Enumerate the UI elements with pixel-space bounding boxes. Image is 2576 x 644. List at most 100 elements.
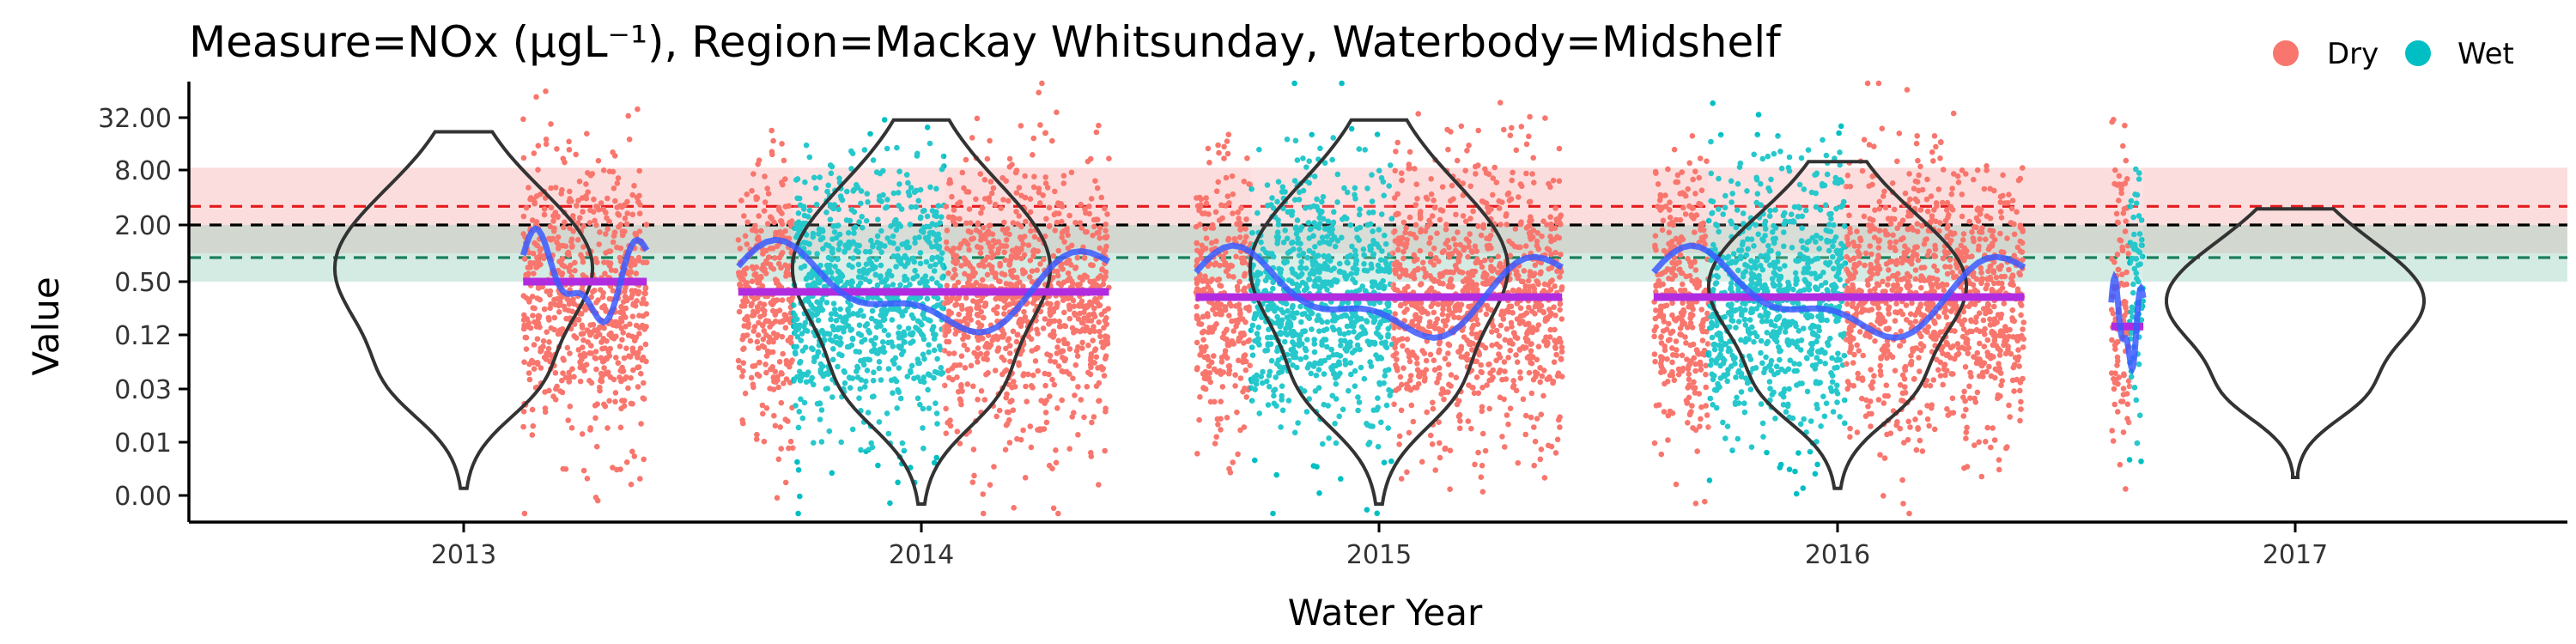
data-point (1504, 222, 1510, 228)
data-point (1065, 245, 1072, 252)
data-point (1027, 196, 1034, 202)
data-point (631, 337, 638, 344)
data-point (1001, 219, 1007, 226)
data-point (963, 295, 969, 301)
data-point (1102, 447, 1108, 454)
data-point (1221, 143, 1227, 150)
data-point (1518, 124, 1525, 130)
data-point (1523, 170, 1529, 177)
data-point (995, 345, 1002, 351)
data-point (864, 368, 871, 374)
data-point (994, 336, 1001, 343)
data-point (843, 217, 850, 223)
data-point (623, 345, 629, 352)
data-point (920, 351, 927, 358)
data-point (908, 204, 914, 210)
data-point (1241, 340, 1247, 346)
data-point (965, 311, 971, 318)
data-point (1450, 196, 1456, 202)
data-point (628, 270, 634, 276)
data-point (1198, 255, 1205, 261)
data-point (973, 196, 979, 203)
data-point (1025, 371, 1031, 378)
data-point (795, 467, 802, 473)
data-point (533, 193, 540, 199)
data-point (876, 365, 883, 372)
data-point (580, 344, 586, 350)
plot-area (189, 80, 2567, 517)
data-point (604, 337, 610, 344)
data-point (801, 399, 808, 406)
data-point (815, 308, 822, 314)
data-point (1458, 301, 1465, 308)
data-point (760, 336, 767, 343)
data-point (1230, 328, 1236, 334)
data-point (566, 369, 572, 376)
data-point (1102, 355, 1109, 362)
data-point (1079, 276, 1086, 283)
data-point (756, 360, 762, 366)
data-point (854, 363, 860, 370)
data-point (591, 196, 597, 203)
data-point (945, 338, 952, 345)
data-point (750, 171, 756, 177)
data-point (1066, 346, 1073, 352)
data-point (607, 248, 614, 254)
data-point (1085, 318, 1091, 324)
data-point (1486, 377, 1492, 384)
data-point (862, 323, 869, 329)
data-point (1300, 250, 1307, 257)
data-point (1431, 197, 1437, 204)
data-point (856, 395, 862, 402)
data-point (1228, 302, 1234, 309)
data-point (817, 361, 824, 368)
data-point (848, 326, 855, 333)
data-point (1271, 392, 1277, 399)
data-point (635, 364, 641, 371)
data-point (943, 430, 949, 437)
data-point (1222, 336, 1228, 342)
data-point (1531, 462, 1537, 469)
data-point (628, 295, 635, 301)
data-point (815, 349, 822, 355)
data-point (855, 331, 862, 337)
data-point (1517, 369, 1523, 375)
data-point (613, 355, 619, 361)
data-point (1033, 346, 1039, 352)
data-point (974, 115, 981, 122)
data-point (1355, 407, 1361, 414)
data-point (920, 379, 927, 386)
data-point (1035, 331, 1041, 337)
data-point (876, 197, 883, 204)
data-point (863, 261, 870, 268)
data-point (1020, 241, 1026, 247)
data-point (1411, 276, 1418, 282)
data-point (1004, 226, 1011, 232)
data-point (868, 315, 875, 322)
data-point (1344, 259, 1350, 265)
data-point (870, 157, 877, 163)
data-point (1217, 262, 1223, 269)
data-point (998, 205, 1004, 211)
data-point (842, 319, 848, 325)
data-point (555, 234, 562, 240)
data-point (851, 230, 857, 236)
data-point (925, 386, 931, 393)
data-point (1534, 238, 1540, 245)
data-point (1512, 226, 1519, 232)
data-point (1079, 339, 1085, 346)
data-point (1553, 351, 1559, 358)
data-point (1399, 234, 1406, 241)
data-point (1230, 210, 1236, 216)
data-point (1419, 459, 1425, 465)
data-point (550, 218, 556, 224)
data-point (884, 410, 890, 416)
data-point (1465, 418, 1472, 424)
data-point (1346, 387, 1352, 394)
data-point (562, 159, 568, 166)
data-point (523, 346, 530, 352)
data-point (787, 219, 793, 226)
data-point (618, 325, 625, 331)
data-point (1007, 398, 1013, 405)
data-point (1205, 145, 1212, 152)
